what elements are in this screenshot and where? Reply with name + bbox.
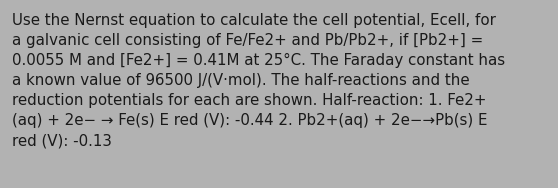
Text: Use the Nernst equation to calculate the cell potential, Ecell, for
a galvanic c: Use the Nernst equation to calculate the… xyxy=(12,13,506,148)
